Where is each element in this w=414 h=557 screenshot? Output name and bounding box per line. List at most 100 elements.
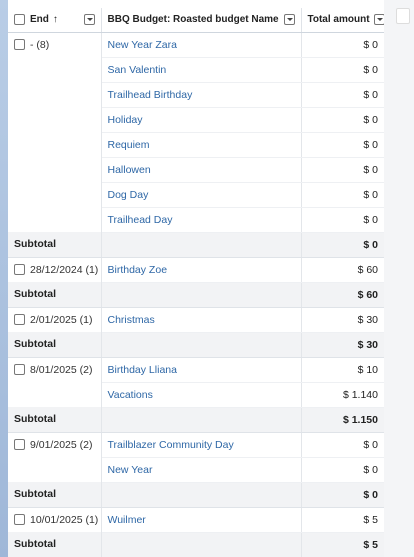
table-header-row: End ↑ BBQ Budget: Roasted budget Name To…: [8, 8, 384, 33]
report-table-container: End ↑ BBQ Budget: Roasted budget Name To…: [8, 8, 384, 557]
table-row: New Year $ 0: [8, 457, 384, 483]
record-name-link[interactable]: Trailblazer Community Day: [101, 431, 302, 458]
total-amount-cell: $ 0: [301, 182, 384, 208]
table-row: Holiday $ 0: [8, 107, 384, 133]
subtotal-label: Subtotal: [8, 482, 102, 508]
report-table: End ↑ BBQ Budget: Roasted budget Name To…: [8, 8, 384, 557]
total-amount-cell: $ 5: [301, 506, 384, 533]
table-row: 10/01/2025 (1) Wuilmer $ 5: [8, 506, 384, 533]
record-name-link[interactable]: Christmas: [101, 306, 302, 333]
group-label: 9/01/2025 (2): [30, 438, 93, 451]
column-name-menu-icon[interactable]: [283, 14, 295, 26]
group-cell: 8/01/2025 (2): [8, 356, 102, 407]
record-name-link[interactable]: Birthday Lliana: [101, 356, 302, 383]
total-amount-cell: $ 0: [301, 207, 384, 233]
record-name-link[interactable]: New Year Zara: [101, 32, 302, 58]
record-name-link[interactable]: Vacations: [101, 382, 302, 408]
group-checkbox[interactable]: [14, 514, 25, 526]
group-cell: 9/01/2025 (2): [8, 431, 102, 482]
subtotal-row: Subtotal $ 1.150: [8, 407, 384, 433]
record-name-link[interactable]: Birthday Zoe: [101, 256, 302, 283]
group-cell: - (8): [8, 32, 102, 232]
record-name-link[interactable]: Trailhead Birthday: [101, 82, 302, 108]
record-name-link[interactable]: New Year: [101, 457, 302, 483]
group-checkbox[interactable]: [14, 39, 25, 50]
total-amount-cell: $ 10: [301, 356, 384, 383]
group-label: 28/12/2024 (1): [30, 263, 99, 276]
select-all-checkbox[interactable]: [14, 14, 25, 26]
subtotal-spacer: [101, 407, 302, 433]
sort-ascending-icon: ↑: [52, 14, 58, 26]
group-label: 8/01/2025 (2): [30, 363, 93, 376]
record-name-link[interactable]: San Valentin: [101, 57, 302, 83]
column-amount-label: Total amount: [307, 14, 370, 26]
subtotal-amount: $ 60: [301, 282, 384, 308]
total-amount-cell: $ 0: [301, 32, 384, 58]
record-name-link[interactable]: Hallowen: [101, 157, 302, 183]
total-amount-cell: $ 0: [301, 107, 384, 133]
table-row: 8/01/2025 (2) Birthday Lliana $ 10: [8, 356, 384, 407]
total-amount-cell: $ 0: [301, 132, 384, 158]
group-cell: 10/01/2025 (1): [8, 506, 102, 532]
column-header-name[interactable]: BBQ Budget: Roasted budget Name: [101, 8, 302, 33]
subtotal-amount: $ 0: [301, 482, 384, 508]
subtotal-spacer: [101, 482, 302, 508]
subtotal-row: Subtotal $ 60: [8, 282, 384, 308]
table-row: Vacations $ 1.140: [8, 382, 384, 408]
group-label: 10/01/2025 (1): [30, 513, 99, 526]
table-row: Trailhead Birthday $ 0: [8, 82, 384, 108]
record-name-link[interactable]: Requiem: [101, 132, 302, 158]
subtotal-spacer: [101, 332, 302, 358]
record-name-link[interactable]: Trailhead Day: [101, 207, 302, 233]
group-checkbox[interactable]: [14, 264, 25, 276]
group-cell: 2/01/2025 (1): [8, 306, 102, 332]
subtotal-spacer: [101, 282, 302, 308]
total-amount-cell: $ 0: [301, 157, 384, 183]
column-name-label: BBQ Budget: Roasted budget Name: [107, 14, 279, 26]
table-row: Dog Day $ 0: [8, 182, 384, 208]
column-header-end[interactable]: End ↑: [8, 8, 102, 33]
column-end-menu-icon[interactable]: [83, 14, 95, 26]
total-amount-cell: $ 1.140: [301, 382, 384, 408]
record-name-link[interactable]: Holiday: [101, 107, 302, 133]
subtotal-amount: $ 1.150: [301, 407, 384, 433]
subtotal-label: Subtotal: [8, 282, 102, 308]
group-cell: 28/12/2024 (1): [8, 256, 102, 282]
subtotal-label: Subtotal: [8, 232, 102, 258]
table-row: Requiem $ 0: [8, 132, 384, 158]
scrollbar[interactable]: [396, 8, 410, 24]
group-checkbox[interactable]: [14, 364, 25, 375]
table-row: - (8) New Year Zara $ 0: [8, 32, 384, 232]
total-amount-cell: $ 60: [301, 256, 384, 283]
total-amount-cell: $ 0: [301, 82, 384, 108]
subtotal-amount: $ 30: [301, 332, 384, 358]
table-row: 2/01/2025 (1) Christmas $ 30: [8, 306, 384, 333]
column-header-amount[interactable]: Total amount: [301, 8, 384, 33]
group-label: 2/01/2025 (1): [30, 313, 93, 326]
table-row: 28/12/2024 (1) Birthday Zoe $ 60: [8, 256, 384, 283]
table-row: Trailhead Day $ 0: [8, 207, 384, 233]
right-gutter: [384, 0, 414, 557]
total-amount-cell: $ 0: [301, 457, 384, 483]
total-amount-cell: $ 30: [301, 306, 384, 333]
group-checkbox[interactable]: [14, 314, 25, 326]
column-amount-menu-icon[interactable]: [373, 14, 383, 26]
table-body: - (8) New Year Zara $ 0 San Valentin $ 0 Trai…: [8, 32, 384, 557]
subtotal-row: Subtotal $ 0: [8, 482, 384, 508]
subtotal-row: Subtotal $ 5: [8, 532, 384, 557]
subtotal-row: Subtotal $ 30: [8, 332, 384, 358]
total-amount-cell: $ 0: [301, 431, 384, 458]
subtotal-amount: $ 0: [301, 232, 384, 258]
total-amount-cell: $ 0: [301, 57, 384, 83]
group-label: - (8): [30, 38, 50, 51]
record-name-link[interactable]: Wuilmer: [101, 506, 302, 533]
subtotal-row: Subtotal $ 0: [8, 232, 384, 258]
subtotal-label: Subtotal: [8, 532, 102, 557]
subtotal-spacer: [101, 532, 302, 557]
table-row: San Valentin $ 0: [8, 57, 384, 83]
column-end-label: End: [30, 14, 49, 26]
table-row: 9/01/2025 (2) Trailblazer Community Day $ …: [8, 431, 384, 482]
group-checkbox[interactable]: [14, 439, 25, 450]
record-name-link[interactable]: Dog Day: [101, 182, 302, 208]
subtotal-amount: $ 5: [301, 532, 384, 557]
